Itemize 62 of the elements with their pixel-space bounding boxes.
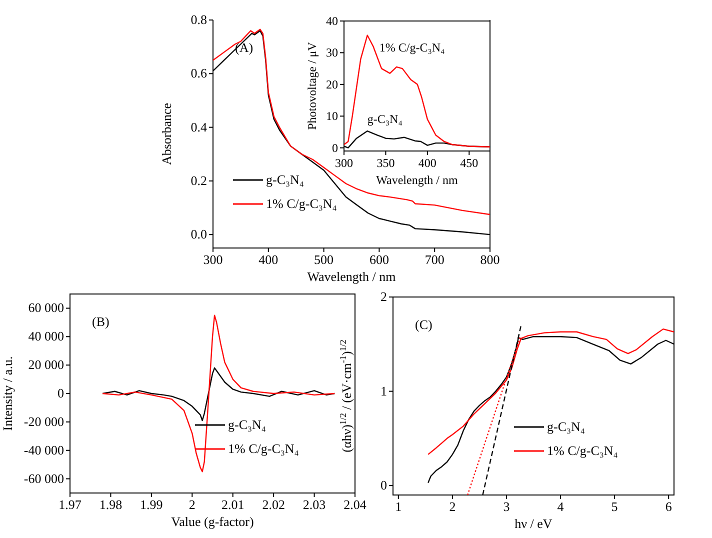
annotation: (A)	[235, 40, 254, 55]
y-tick-label: -40 000	[24, 442, 64, 458]
x-tick-label: 6	[665, 499, 672, 514]
x-tick-label: 700	[424, 252, 444, 267]
x-tick-label: 450	[460, 156, 478, 170]
series-label: 1% C/g-C₃N₄	[379, 40, 445, 54]
legend-label: 1% C/g-C₃N₄	[228, 441, 300, 456]
x-axis-title: Wavelength / nm	[376, 173, 458, 187]
x-axis-title: hν / eV	[514, 516, 553, 531]
y-tick-label: 40	[326, 14, 338, 28]
y-tick-label: 20 000	[28, 357, 64, 372]
x-tick-label: 350	[376, 156, 395, 170]
legend-label: g-C₃N₄	[266, 172, 304, 187]
x-tick-label: 1	[395, 499, 402, 514]
x-tick-label: 2	[449, 499, 456, 514]
x-tick-label: 1.99	[140, 497, 163, 512]
legend-label: 1% C/g-C₃N₄	[266, 196, 338, 211]
y-tick-label: 1	[380, 383, 387, 398]
y-tick-label: 0	[58, 386, 64, 400]
x-tick-label: 800	[480, 252, 500, 267]
x-tick-label: 600	[369, 252, 389, 267]
x-tick-label: 400	[418, 156, 436, 170]
y-tick-label: 0.2	[190, 172, 207, 188]
y-tick-label: 2	[380, 289, 387, 304]
y-tick-label: 0.0	[190, 226, 207, 242]
y-tick-label: -60 000	[24, 470, 64, 486]
y-axis-title: Photovoltage / μV	[305, 42, 319, 130]
legend-label: 1% C/g-C₃N₄	[547, 443, 618, 458]
annotation: (B)	[92, 314, 110, 329]
x-tick-label: 1.97	[58, 497, 82, 512]
x-tick-label: 4	[557, 499, 564, 514]
x-tick-label: 300	[203, 252, 223, 267]
legend-label: g-C₃N₄	[547, 419, 586, 434]
series-label: g-C₃N₄	[367, 112, 402, 126]
y-tick-label: 20	[326, 77, 338, 92]
y-tick-label: 10	[326, 109, 338, 124]
y-tick-label: 40 000	[28, 328, 64, 344]
x-tick-label: 2.03	[302, 497, 326, 512]
x-axis-title: Value (g-factor)	[171, 514, 254, 529]
y-axis-title: Absorbance	[159, 102, 174, 166]
y-tick-label: 0	[380, 478, 387, 493]
x-tick-label: 2.02	[262, 497, 285, 512]
y-tick-label: 0	[332, 140, 338, 155]
annotation: (C)	[415, 317, 432, 332]
x-axis-title: Wavelength / nm	[307, 269, 396, 284]
x-tick-label: 5	[611, 499, 618, 514]
legend-label: g-C₃N₄	[228, 417, 266, 432]
y-tick-label: 30	[326, 46, 338, 60]
x-tick-label: 400	[258, 252, 278, 267]
y-tick-label: 0.6	[190, 66, 208, 81]
x-tick-label: 2.01	[221, 497, 244, 512]
x-tick-label: 1.98	[99, 497, 122, 512]
y-tick-label: 0.4	[190, 119, 208, 134]
x-tick-label: 3	[503, 499, 510, 514]
x-tick-label: 500	[314, 252, 334, 267]
x-tick-label: 2.04	[344, 497, 367, 512]
y-axis-title: Intensity / a.u.	[0, 356, 15, 431]
line-series	[102, 367, 336, 422]
y-tick-label: 60 000	[28, 300, 64, 316]
y-tick-label: -20 000	[24, 414, 64, 429]
y-tick-label: 0.8	[190, 12, 207, 27]
x-tick-label: 300	[335, 156, 353, 170]
